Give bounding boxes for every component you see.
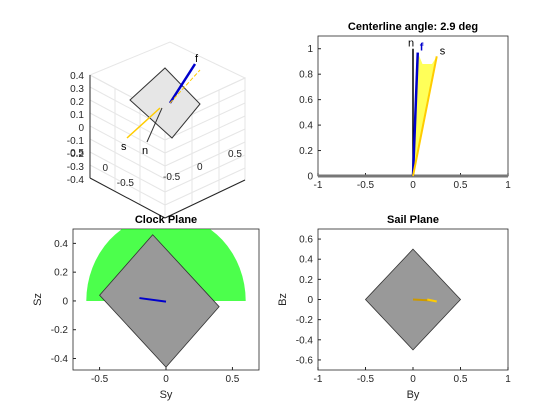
view3d-x-ticklabels: 0.5 0 -0.5 [163,149,242,183]
view3d-ztick: 0.2 [70,97,84,108]
sail-xtick-label: -1 [314,374,323,385]
centerline-xtick-label: 1 [505,180,511,191]
sail-title: Sail Plane [387,214,439,226]
clock-xlabel: Sy [160,389,173,401]
clock-title: Clock Plane [135,214,197,226]
sail-ytick-label: 0.6 [299,235,313,246]
centerline-ytick-label: 1 [307,44,313,55]
view3d-xtick: 0 [197,162,203,173]
clock-xtick-label: -0.5 [91,374,109,385]
view3d-vector-n [146,107,163,143]
sail-ytick-label: 0.2 [299,275,313,286]
centerline-ytick-label: 0.2 [299,146,313,157]
view3d-ztick: -0.1 [67,136,85,147]
sail-ylabel: Bz [277,293,289,306]
view3d-grid [89,86,246,206]
view3d-xtick: -0.5 [163,172,181,183]
sail-plane-axes[interactable]: -1 -0.5 0 0.5 1 -0.6 -0.4 -0.2 0 0.2 0.4 0.6 Sail Pl… [277,214,511,401]
sail-xtick-label: -0.5 [357,374,375,385]
view3d-ztick: 0.3 [70,84,84,95]
view3d-ytick: 0.5 [70,148,84,159]
view3d-vector-s-upper [169,69,201,104]
view3d-axes[interactable]: f s n 0.4 0.3 0.2 0.1 0 -0.1 -0.2 -0.3 -… [67,41,247,219]
centerline-label-s: s [440,45,446,57]
centerline-xtick-label: -1 [314,180,323,191]
centerline-ytick-label: 0 [307,172,313,183]
sail-xtick-label: 0 [410,374,416,385]
view3d-z-ticklabels: 0.4 0.3 0.2 0.1 0 -0.1 -0.2 -0.3 -0.4 [67,71,85,186]
view3d-vector-f [168,63,197,104]
sail-ytick-label: -0.6 [296,355,314,366]
clock-plane-axes[interactable]: -0.5 0 0.5 -0.4 -0.2 0 0.2 0.4 Clock Plane Sy Sz [32,214,260,401]
centerline-ytick-label: 0.4 [299,121,313,132]
clock-xtick-label: 0.5 [225,374,239,385]
view3d-vector-s [126,107,161,139]
clock-ytick-label: 0.2 [54,268,68,279]
centerline-ytick-label: 0.6 [299,95,313,106]
clock-ytick-label: -0.4 [51,354,69,365]
centerline-axes[interactable]: -1 -0.5 0 0.5 1 0 0.2 0.4 0.6 0.8 1 Centerline angl… [299,21,511,191]
view3d-label-f: f [195,53,199,65]
centerline-xtick-label: 0 [410,180,416,191]
view3d-xtick: 0.5 [228,149,242,160]
sail-xtick-label: 0.5 [454,374,468,385]
view3d-label-s: s [121,141,127,153]
view3d-x-axis [164,179,246,219]
view3d-ytick: 0 [102,163,108,174]
centerline-label-n: n [408,38,414,50]
view3d-ztick: -0.4 [67,175,85,186]
centerline-vector-f [411,52,419,177]
centerline-xtick-label: -0.5 [357,180,375,191]
view3d-ztick: -0.2 [67,149,85,160]
centerline-ytick-label: 0.8 [299,70,313,81]
view3d-sail-panel [129,67,201,139]
clock-ytick-label: 0 [62,296,68,307]
clock-xtick-label: 0 [163,374,169,385]
view3d-y-ticklabels: 0.5 0 -0.5 [70,148,134,189]
centerline-title: Centerline angle: 2.9 deg [348,21,478,33]
sail-xtick-label: 1 [505,374,511,385]
clock-ylabel: Sz [32,293,44,306]
clock-ytick-label: 0.4 [54,239,68,250]
sail-ytick-label: 0.4 [299,255,313,266]
clock-vector [139,297,167,303]
sail-ytick-label: -0.2 [296,315,314,326]
view3d-label-n: n [142,145,148,157]
view3d-ztick: 0.4 [70,71,84,82]
centerline-label-f: f [420,42,424,54]
view3d-ztick: -0.3 [67,162,85,173]
sail-ytick-label: -0.4 [296,335,314,346]
sail-ytick-label: 0 [307,295,313,306]
clock-ytick-label: -0.2 [51,325,69,336]
sail-xlabel: By [407,389,420,401]
view3d-ztick: 0.1 [70,110,84,121]
sail-vector-1 [427,298,437,303]
view3d-ytick: -0.5 [117,178,135,189]
view3d-ztick: 0 [78,123,84,134]
centerline-vector-s [412,56,438,177]
centerline-xtick-label: 0.5 [454,180,468,191]
view3d-y-axis [89,177,166,219]
